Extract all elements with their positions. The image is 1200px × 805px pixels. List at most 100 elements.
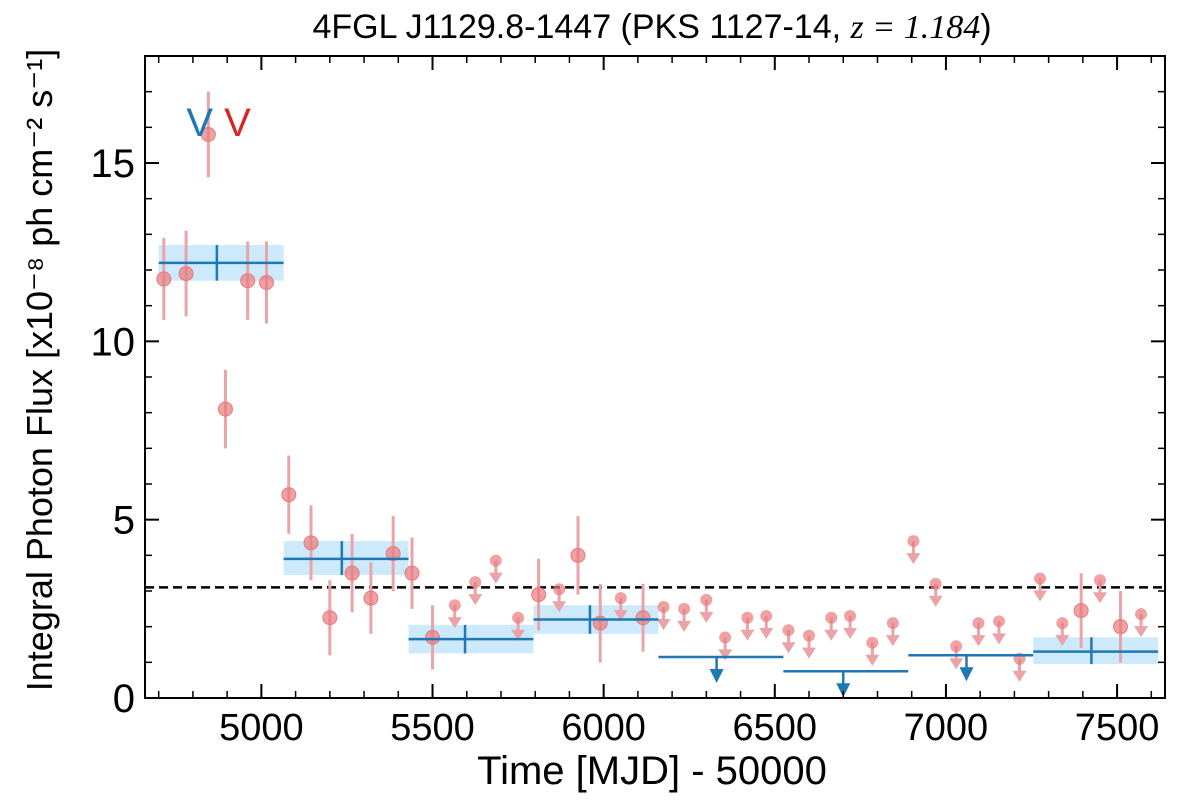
monthly-upper-limit-arrow xyxy=(677,620,692,632)
monthly-upper-limit-point xyxy=(929,577,942,590)
monthly-upper-limit-arrow xyxy=(552,601,567,613)
monthly-data-point xyxy=(344,565,360,581)
axes-layer: 5000 5500 6000 6500 7000 7500 0 5 10 15 xyxy=(91,55,1166,749)
x-tick-label: 7000 xyxy=(904,707,989,749)
monthly-data-point xyxy=(1073,603,1089,619)
y-tick-label: 0 xyxy=(113,677,135,721)
monthly-upper-limit-arrow xyxy=(971,635,986,647)
monthly-upper-limit-point xyxy=(512,611,525,624)
monthly-upper-limit-point xyxy=(844,609,857,622)
annual-upper-limit-arrow xyxy=(836,683,851,698)
monthly-upper-limit-point xyxy=(678,602,691,615)
monthly-upper-limit-arrow xyxy=(1033,590,1048,602)
event-marker-red: V xyxy=(224,101,251,145)
monthly-upper-limit-point xyxy=(803,629,816,642)
monthly-upper-limit-point xyxy=(700,593,713,606)
monthly-upper-limit-point xyxy=(825,611,838,624)
monthly-upper-limit-arrow xyxy=(781,642,796,654)
monthly-upper-limit-arrow xyxy=(488,572,503,584)
monthly-upper-limit-point xyxy=(1056,617,1069,630)
monthly-data-point xyxy=(322,610,338,626)
monthly-upper-limit-point xyxy=(1093,574,1106,587)
monthly-data-point xyxy=(363,590,379,606)
monthly-upper-limit-arrow xyxy=(928,595,943,607)
plot-frame xyxy=(144,55,1166,699)
monthly-data-point xyxy=(570,547,586,563)
x-axis-label: Time [MJD] - 50000 xyxy=(477,749,827,793)
monthly-upper-limit-arrow xyxy=(718,649,733,661)
y-tick-label: 5 xyxy=(113,499,135,543)
monthly-upper-limit-point xyxy=(866,636,879,649)
monthly-data-point xyxy=(404,565,420,581)
monthly-data-point xyxy=(200,126,216,142)
monthly-upper-limit-arrow xyxy=(991,633,1006,645)
monthly-upper-limit-arrow xyxy=(613,610,628,622)
annual-points-layer xyxy=(158,245,1159,698)
monthly-upper-limit-point xyxy=(448,599,461,612)
monthly-upper-limit-arrow xyxy=(447,617,462,629)
monthly-data-point xyxy=(303,535,319,551)
monthly-upper-limit-arrow xyxy=(865,654,880,666)
monthly-upper-limit-arrow xyxy=(1134,626,1149,638)
monthly-upper-limit-arrow xyxy=(1055,635,1070,647)
y-axis-label: Integral Photon Flux [x10⁻⁸ ph cm⁻² s⁻¹] xyxy=(19,49,60,691)
chart-title: 4FGL J1129.8-1447 (PKS 1127-14, z = 1.18… xyxy=(312,8,991,46)
monthly-upper-limit-arrow xyxy=(699,611,714,623)
monthly-upper-limit-point xyxy=(907,535,920,548)
monthly-upper-limit-arrow xyxy=(824,629,839,641)
monthly-data-point xyxy=(259,274,275,290)
monthly-upper-limit-point xyxy=(614,592,627,605)
monthly-data-point xyxy=(1113,619,1129,635)
monthly-upper-limit-arrow xyxy=(949,658,964,670)
monthly-upper-limit-point xyxy=(886,617,899,630)
monthly-upper-limit-arrow xyxy=(656,619,671,631)
monthly-upper-limit-arrow xyxy=(759,627,774,639)
monthly-data-point xyxy=(178,266,194,282)
monthly-upper-limit-point xyxy=(657,601,670,614)
monthly-upper-limit-arrow xyxy=(511,629,526,641)
monthly-upper-limit-arrow xyxy=(885,635,900,647)
monthly-upper-limit-point xyxy=(1034,572,1047,585)
monthly-upper-limit-point xyxy=(719,631,732,644)
x-tick-label: 7500 xyxy=(1075,707,1160,749)
annual-upper-limit-arrow xyxy=(959,667,974,682)
chart-title-main: 4FGL J1129.8-1447 (PKS 1127-14, xyxy=(312,8,850,46)
monthly-upper-limit-point xyxy=(553,583,566,596)
x-tick-label: 5500 xyxy=(390,707,475,749)
monthly-upper-limit-arrow xyxy=(802,647,817,659)
annual-upper-limit-arrow xyxy=(709,668,724,683)
monthly-points-layer xyxy=(156,91,1149,682)
monthly-data-point xyxy=(385,546,401,562)
monthly-data-point xyxy=(425,629,441,645)
y-tick-label: 10 xyxy=(91,320,136,364)
x-tick-label: 5000 xyxy=(219,707,304,749)
monthly-upper-limit-arrow xyxy=(906,553,921,565)
chart-title-close: ) xyxy=(980,8,991,46)
event-marker-blue: V xyxy=(186,101,213,145)
monthly-upper-limit-arrow xyxy=(740,629,755,641)
monthly-upper-limit-point xyxy=(950,640,963,653)
monthly-upper-limit-arrow xyxy=(1012,670,1027,682)
monthly-data-point xyxy=(156,271,172,287)
monthly-data-point xyxy=(592,615,608,631)
monthly-upper-limit-point xyxy=(760,609,773,622)
chart-title-redshift: z = 1.184 xyxy=(850,9,981,46)
annual-bands-layer xyxy=(158,245,1159,665)
y-tick-label: 15 xyxy=(91,142,136,186)
monthly-data-point xyxy=(240,273,256,289)
monthly-upper-limit-point xyxy=(741,611,754,624)
monthly-upper-limit-arrow xyxy=(843,627,858,639)
monthly-data-point xyxy=(281,487,297,503)
monthly-upper-limit-point xyxy=(992,615,1005,628)
monthly-data-point xyxy=(531,587,547,603)
monthly-upper-limit-point xyxy=(489,554,502,567)
monthly-data-point xyxy=(217,401,233,417)
x-tick-label: 6000 xyxy=(561,707,646,749)
x-tick-label: 6500 xyxy=(733,707,818,749)
monthly-upper-limit-point xyxy=(1135,608,1148,621)
monthly-data-point xyxy=(635,610,651,626)
monthly-upper-limit-arrow xyxy=(468,594,483,606)
monthly-upper-limit-point xyxy=(469,576,482,589)
monthly-upper-limit-point xyxy=(972,617,985,630)
